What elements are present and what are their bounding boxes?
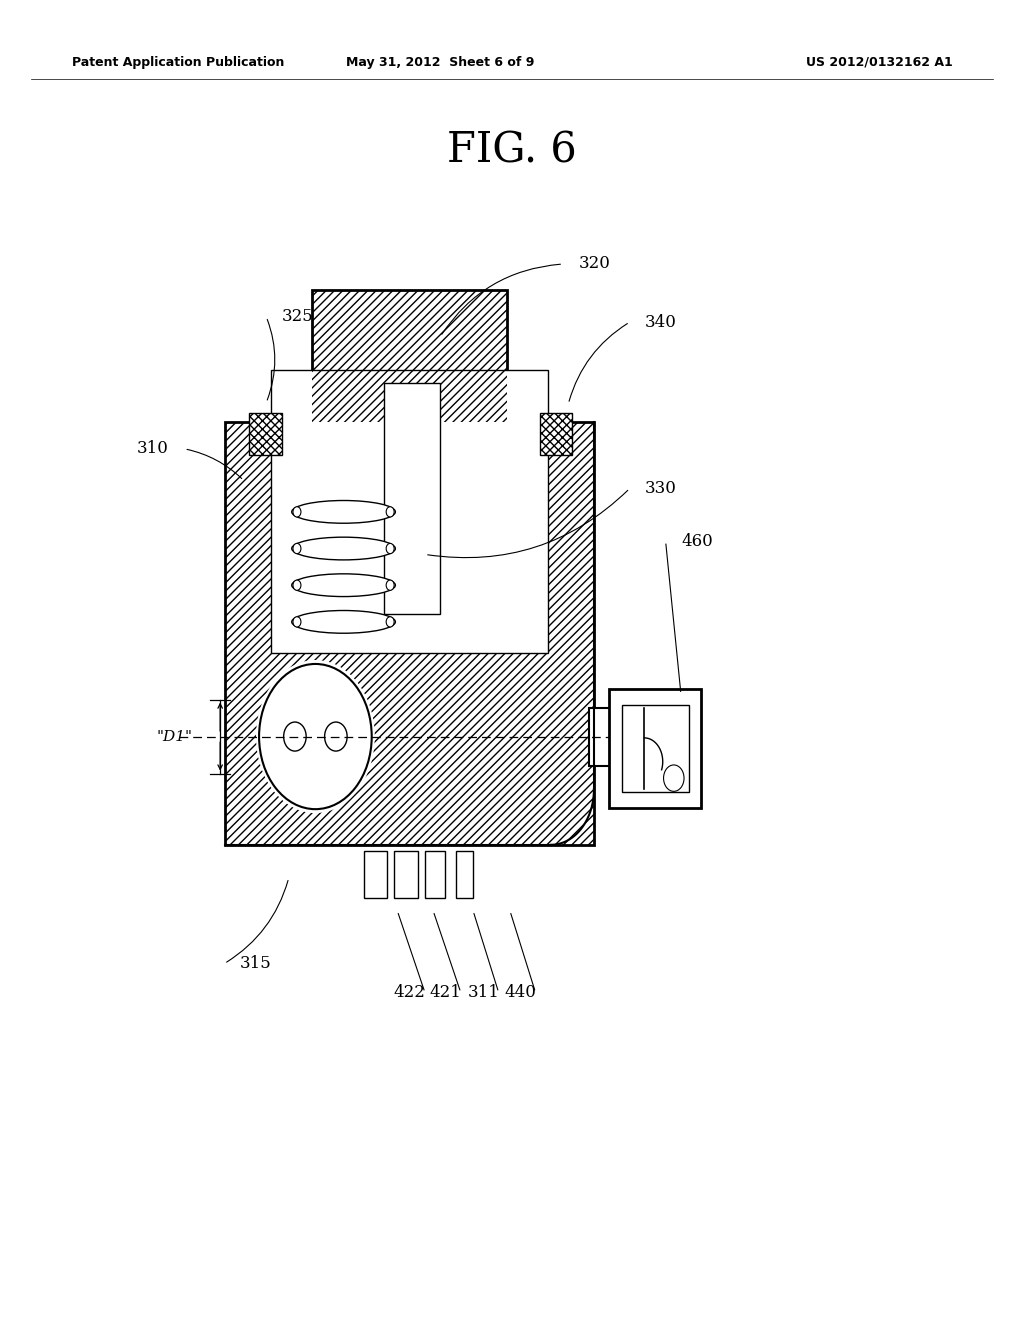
Circle shape xyxy=(293,579,301,590)
Bar xyxy=(225,422,594,845)
Text: 330: 330 xyxy=(645,480,677,496)
Text: FIG. 6: FIG. 6 xyxy=(447,129,577,172)
Bar xyxy=(312,290,507,422)
Text: 315: 315 xyxy=(240,956,271,972)
Bar xyxy=(609,689,701,808)
Text: 311: 311 xyxy=(467,985,500,1001)
Circle shape xyxy=(386,544,394,553)
Bar xyxy=(225,422,594,845)
Ellipse shape xyxy=(292,610,395,634)
Circle shape xyxy=(293,616,301,627)
Circle shape xyxy=(293,507,301,517)
Bar xyxy=(622,705,689,792)
Bar xyxy=(312,290,507,422)
Bar xyxy=(425,851,445,898)
Text: May 31, 2012  Sheet 6 of 9: May 31, 2012 Sheet 6 of 9 xyxy=(346,55,535,69)
Circle shape xyxy=(325,722,347,751)
Circle shape xyxy=(386,616,394,627)
Ellipse shape xyxy=(292,574,395,597)
Text: 310: 310 xyxy=(137,441,169,457)
Bar xyxy=(271,370,548,653)
Text: 422: 422 xyxy=(393,985,426,1001)
Text: 440: 440 xyxy=(504,985,537,1001)
Bar xyxy=(384,383,440,614)
Bar xyxy=(249,413,282,455)
Bar xyxy=(540,413,572,455)
Text: "D1": "D1" xyxy=(157,730,193,743)
Text: 325: 325 xyxy=(282,309,313,325)
Text: 320: 320 xyxy=(579,256,610,272)
Ellipse shape xyxy=(292,500,395,523)
Circle shape xyxy=(293,544,301,553)
Circle shape xyxy=(284,722,306,751)
Bar xyxy=(249,413,282,455)
Circle shape xyxy=(386,507,394,517)
Bar xyxy=(540,413,572,455)
Circle shape xyxy=(259,664,372,809)
Circle shape xyxy=(256,660,375,813)
Bar xyxy=(364,851,387,898)
Bar xyxy=(589,708,614,766)
Text: Patent Application Publication: Patent Application Publication xyxy=(72,55,284,69)
Text: 460: 460 xyxy=(681,533,713,549)
Circle shape xyxy=(386,579,394,590)
Circle shape xyxy=(664,764,684,792)
Text: US 2012/0132162 A1: US 2012/0132162 A1 xyxy=(806,55,952,69)
Bar xyxy=(394,851,418,898)
Ellipse shape xyxy=(292,537,395,560)
Bar xyxy=(456,851,473,898)
Text: 340: 340 xyxy=(645,314,677,330)
Text: 421: 421 xyxy=(429,985,462,1001)
